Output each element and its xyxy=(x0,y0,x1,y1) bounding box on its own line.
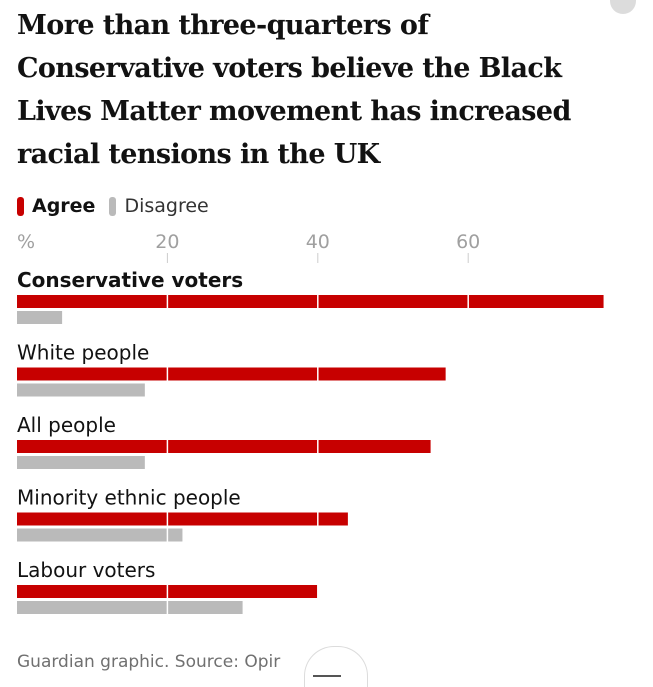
legend-item-disagree: Disagree xyxy=(109,195,209,217)
legend: Agree Disagree xyxy=(17,193,223,219)
drag-handle-icon[interactable] xyxy=(313,675,341,677)
bar-disagree xyxy=(17,311,63,324)
category-label: Conservative voters xyxy=(17,268,243,292)
source-note: Guardian graphic. Source: Opir xyxy=(17,652,281,672)
x-tick-label-20: 20 xyxy=(155,231,179,253)
bar-disagree xyxy=(17,601,243,614)
bar-agree xyxy=(17,440,431,453)
chart-title: More than three-quarters of Conservative… xyxy=(17,10,571,170)
category-label: Labour voters xyxy=(17,558,155,582)
bar-agree xyxy=(17,512,348,526)
x-tick-label-60: 60 xyxy=(456,231,480,253)
legend-label-disagree: Disagree xyxy=(124,195,209,217)
bar-disagree xyxy=(17,528,183,542)
bar-agree xyxy=(17,295,604,308)
bar-disagree xyxy=(17,456,145,469)
axis-unit-label: % xyxy=(17,231,35,253)
legend-item-agree: Agree xyxy=(17,195,95,217)
scroll-top-button[interactable] xyxy=(610,0,636,14)
legend-swatch-disagree xyxy=(109,196,117,216)
x-tick-label-40: 40 xyxy=(306,231,330,253)
category-label: White people xyxy=(17,341,149,365)
legend-swatch-agree xyxy=(17,196,24,216)
bar-disagree xyxy=(17,383,145,397)
legend-label-agree: Agree xyxy=(32,195,96,217)
category-label: Minority ethnic people xyxy=(17,486,241,510)
category-label: All people xyxy=(17,413,116,437)
bar-agree xyxy=(17,367,446,381)
